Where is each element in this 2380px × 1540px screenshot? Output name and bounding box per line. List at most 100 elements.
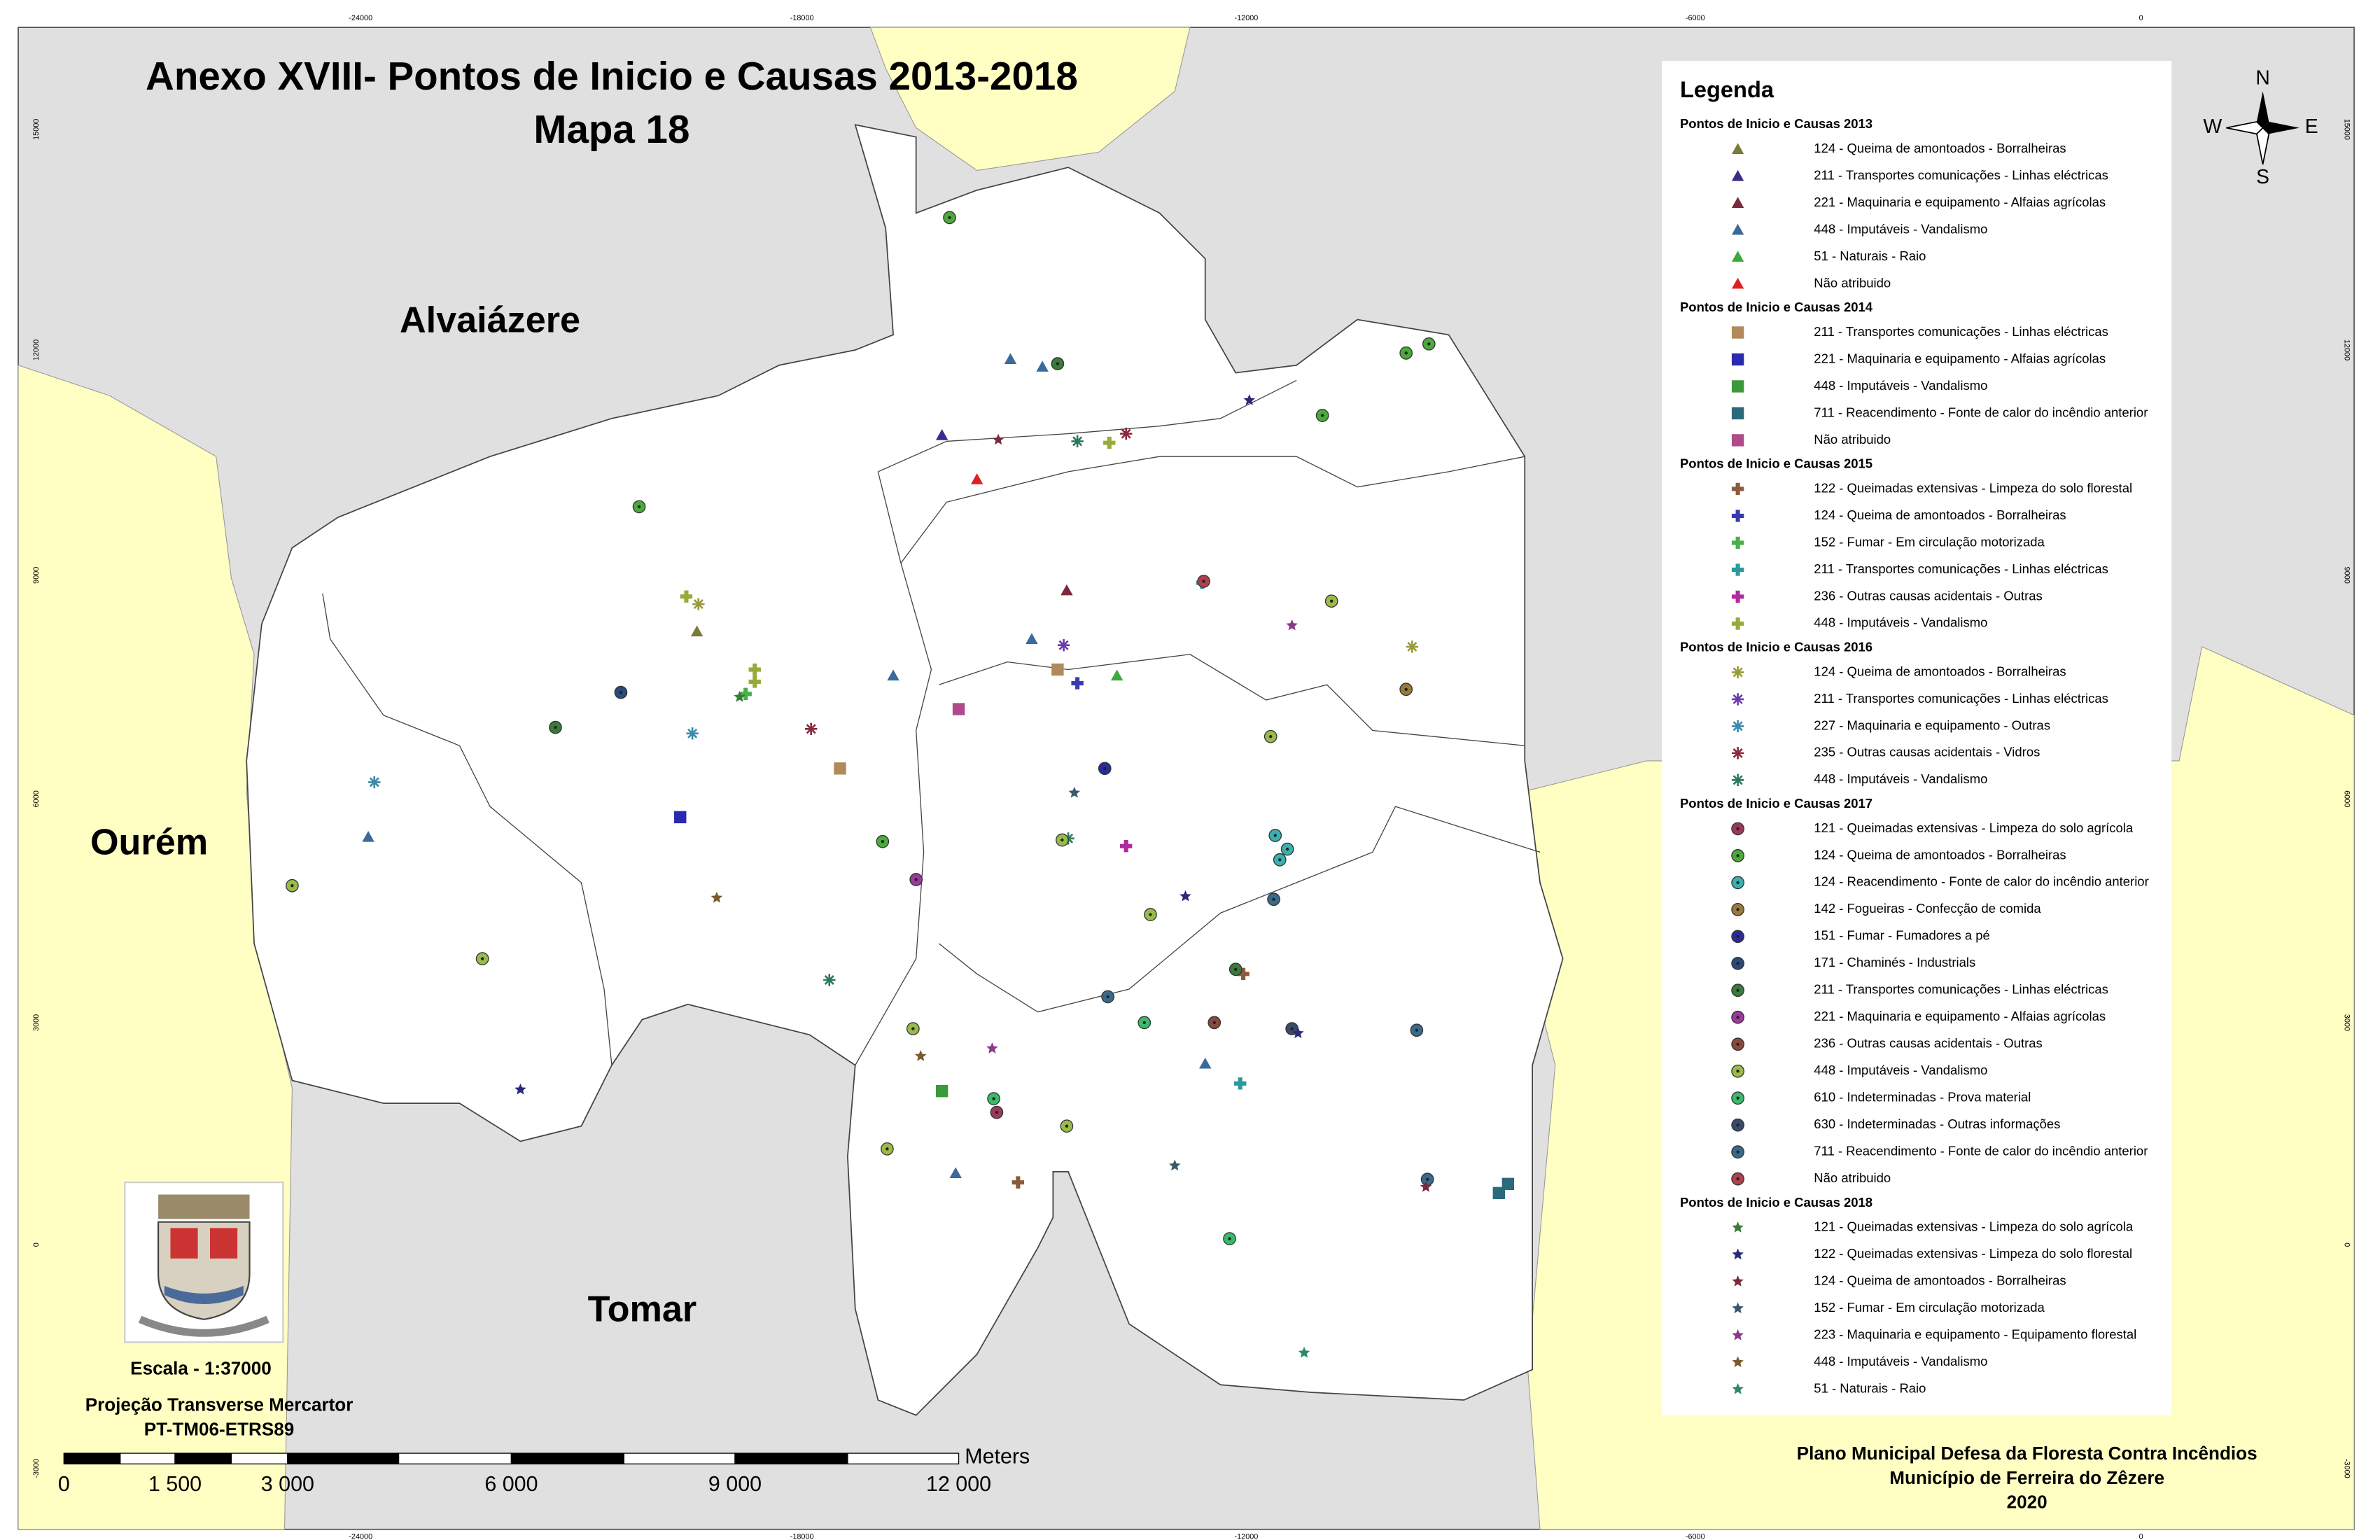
compass-letter: W bbox=[2204, 115, 2222, 137]
marker bbox=[475, 952, 489, 965]
marker-star bbox=[1732, 1248, 1744, 1260]
y-coord-label: 3000 bbox=[2342, 1014, 2351, 1031]
border bbox=[939, 654, 1525, 746]
marker-asterisk bbox=[1731, 774, 1744, 787]
marker bbox=[1110, 669, 1124, 681]
marker bbox=[1420, 1180, 1432, 1192]
marker bbox=[1197, 575, 1210, 588]
scale-bar-segment bbox=[63, 1452, 121, 1464]
border bbox=[878, 379, 1297, 472]
marker bbox=[992, 433, 1004, 445]
marker-triangle bbox=[1026, 633, 1038, 644]
marker bbox=[949, 1167, 962, 1179]
legend-item-label: 211 - Transportes comunicações - Linhas … bbox=[1814, 982, 2108, 997]
marker bbox=[1103, 436, 1116, 449]
marker-dot bbox=[1425, 1177, 1429, 1181]
legend-group-title: Pontos de Inicio e Causas 2016 bbox=[1680, 640, 1872, 654]
marker bbox=[1731, 720, 1744, 733]
marker-star bbox=[1068, 786, 1081, 798]
footer-text: Município de Ferreira do Zêzere bbox=[1889, 1467, 2164, 1488]
scale-bar-segment bbox=[398, 1452, 512, 1464]
legend-item-label: 124 - Reacendimento - Fonte de calor do … bbox=[1814, 874, 2148, 889]
marker bbox=[1410, 1023, 1424, 1037]
marker bbox=[887, 669, 899, 681]
marker bbox=[514, 1083, 526, 1095]
marker-dot bbox=[1736, 827, 1740, 831]
region-label: Ourém bbox=[90, 822, 208, 862]
footer-text: 2020 bbox=[2007, 1492, 2047, 1513]
marker-square bbox=[1731, 407, 1744, 420]
marker-triangle bbox=[1731, 169, 1744, 181]
marker-dot bbox=[914, 878, 918, 881]
compass-arrow bbox=[2262, 121, 2300, 134]
compass-letter: E bbox=[2305, 115, 2318, 137]
marker-cross bbox=[1731, 482, 1744, 496]
legend-item-label: 121 - Queimadas extensivas - Limpeza do … bbox=[1814, 1219, 2134, 1234]
marker-dot bbox=[1736, 908, 1740, 911]
marker bbox=[823, 974, 836, 986]
marker-cross bbox=[1731, 617, 1744, 630]
x-coord-label: -18000 bbox=[790, 1533, 814, 1540]
marker bbox=[943, 211, 956, 225]
marker bbox=[362, 830, 374, 842]
x-coord-label: -12000 bbox=[1235, 14, 1259, 22]
scale-bar-segment bbox=[847, 1452, 960, 1464]
legend-item-label: 221 - Maquinaria e equipamento - Alfaias… bbox=[1814, 195, 2106, 209]
marker-square bbox=[1051, 663, 1064, 676]
marker-star bbox=[1169, 1159, 1181, 1171]
marker bbox=[1731, 277, 1744, 289]
legend-group-title: Pontos de Inicio e Causas 2018 bbox=[1680, 1195, 1872, 1210]
marker bbox=[1731, 197, 1744, 208]
marker bbox=[1492, 1186, 1505, 1200]
marker bbox=[1731, 876, 1744, 890]
marker-star bbox=[1286, 619, 1298, 631]
y-coord-label: 15000 bbox=[2342, 119, 2351, 140]
marker bbox=[1731, 1010, 1744, 1024]
marker-star bbox=[710, 891, 723, 903]
legend-item-label: 236 - Outras causas acidentais - Outras bbox=[1814, 1036, 2042, 1051]
x-coord-label: -12000 bbox=[1235, 1533, 1259, 1540]
marker-star bbox=[1732, 1356, 1744, 1368]
marker-square bbox=[834, 762, 846, 775]
marker bbox=[1731, 590, 1744, 603]
scale-bar-segment bbox=[287, 1452, 400, 1464]
marker bbox=[1731, 1037, 1744, 1051]
marker bbox=[805, 722, 818, 735]
border bbox=[938, 806, 1541, 1013]
marker-cross bbox=[1731, 510, 1744, 522]
marker-star bbox=[514, 1083, 526, 1095]
marker bbox=[686, 727, 699, 740]
marker-cross bbox=[1103, 436, 1116, 449]
marker bbox=[914, 1050, 927, 1061]
marker-dot bbox=[1736, 1042, 1740, 1046]
marker-asterisk bbox=[1731, 720, 1744, 733]
marker bbox=[1264, 729, 1278, 743]
legend-item-label: 142 - Fogueiras - Confecção de comida bbox=[1814, 901, 2041, 916]
marker bbox=[1060, 584, 1073, 596]
marker bbox=[1273, 853, 1287, 867]
marker-dot bbox=[1404, 687, 1408, 691]
x-coord-label: -24000 bbox=[349, 1533, 372, 1540]
marker bbox=[1399, 682, 1413, 696]
marker-star bbox=[734, 690, 746, 702]
legend-item-label: 711 - Reacendimento - Fonte de calor do … bbox=[1814, 405, 2148, 419]
marker-dot bbox=[1202, 580, 1205, 583]
marker-star bbox=[1732, 1275, 1744, 1287]
crest-water bbox=[164, 1285, 244, 1305]
region-label: Tomar bbox=[588, 1289, 697, 1330]
y-coord-label: 15000 bbox=[32, 119, 41, 140]
marker-square bbox=[935, 1085, 948, 1098]
scale-bar-label: 1 500 bbox=[148, 1472, 202, 1496]
marker-square bbox=[1731, 326, 1744, 339]
marker bbox=[906, 1022, 920, 1035]
x-coord-label: -24000 bbox=[349, 14, 372, 22]
compass-letter: N bbox=[2255, 66, 2269, 89]
marker-dot bbox=[1404, 351, 1408, 355]
marker bbox=[1234, 1077, 1247, 1090]
marker bbox=[1731, 930, 1744, 944]
marker bbox=[935, 1085, 948, 1098]
marker-dot bbox=[1149, 913, 1152, 916]
marker bbox=[1731, 747, 1744, 760]
marker bbox=[1731, 774, 1744, 787]
marker bbox=[1731, 434, 1744, 447]
